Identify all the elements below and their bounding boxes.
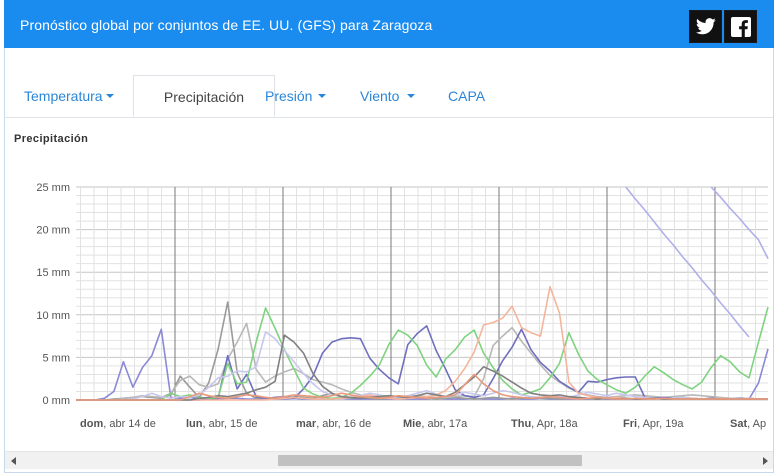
tab-viento[interactable]: Viento: [360, 75, 416, 116]
scroll-right-button[interactable]: [756, 452, 773, 469]
scroll-thumb[interactable]: [278, 455, 582, 466]
tab-presion[interactable]: Presión: [265, 75, 327, 116]
x-day-label-day: lun: [186, 418, 203, 430]
x-day-label: Fri, Apr, 19a: [623, 418, 684, 430]
caret-down-icon: [105, 94, 114, 99]
tab-label: Temperatura: [24, 88, 103, 104]
caret-down-icon: [407, 94, 416, 99]
tab-precipitacion[interactable]: Precipitación: [133, 75, 275, 117]
x-day-label-day: Mie: [403, 418, 421, 430]
chart-title: Precipitación: [14, 133, 89, 145]
y-tick-label: 25 mm: [36, 182, 70, 194]
y-tick-label: 20 mm: [36, 225, 70, 237]
y-tick-label: 0 mm: [43, 395, 71, 407]
series-line: [76, 306, 769, 401]
x-day-label-day: Thu: [511, 418, 531, 430]
facebook-button[interactable]: [724, 10, 757, 43]
tab-label: CAPA: [448, 88, 486, 104]
grid-minor: [76, 186, 768, 401]
twitter-icon: [695, 18, 716, 35]
x-day-label-day: dom: [80, 418, 103, 430]
tab-label: Precipitación: [163, 89, 245, 105]
x-axis-labels: dom, abr 14 de lun, abr, 15 de mar, abr, 1…: [80, 418, 766, 430]
tab-label: Presión: [265, 88, 313, 104]
series-group: [76, 186, 769, 401]
y-tick-label: 15 mm: [36, 267, 70, 279]
series-line: [76, 322, 768, 401]
x-day-label: Mie, abr, 17a: [403, 418, 468, 430]
x-day-label-date: , Apr, 19a: [637, 418, 684, 430]
y-tick-label: 5 mm: [43, 352, 71, 364]
x-day-label: dom, abr 14 de: [80, 418, 156, 430]
x-day-label-date: , abr, 15 de: [203, 418, 258, 430]
x-day-label-date: , abr 14 de: [103, 418, 156, 430]
x-day-label: lun, abr, 15 de: [186, 418, 258, 430]
tab-capa[interactable]: CAPA: [448, 75, 485, 116]
x-day-label-day: Fri: [623, 418, 637, 430]
series-line: [710, 186, 769, 259]
x-day-label-date: , Apr, 18a: [531, 418, 578, 430]
series-line: [76, 334, 768, 401]
tab-temperatura[interactable]: Temperatura: [24, 75, 114, 116]
header-bar: Pronóstico global por conjuntos de EE. U…: [4, 0, 774, 48]
facebook-icon: [730, 16, 751, 37]
y-tick-label: 10 mm: [36, 310, 70, 322]
series-line: [76, 325, 768, 401]
widget-frame: [4, 0, 774, 473]
twitter-button[interactable]: [689, 10, 722, 43]
grid-major: [174, 187, 716, 400]
page-title: Pronóstico global por conjuntos de EE. U…: [20, 17, 433, 33]
tab-label: Viento: [360, 88, 400, 104]
y-axis-ticks: 25 mm 20 mm 15 mm 10 mm 5 mm 0 mm: [36, 182, 70, 407]
right-arrow-icon: [762, 456, 768, 465]
x-day-label-day: mar: [296, 418, 317, 430]
series-line: [76, 373, 768, 401]
scroll-left-button[interactable]: [5, 452, 22, 469]
x-day-label: Sat, Ap: [730, 418, 766, 430]
x-day-label-date: , abr, 16 de: [316, 418, 371, 430]
x-day-label-date: , Ap: [747, 418, 766, 430]
x-day-label: mar, abr, 16 de: [296, 418, 371, 430]
tab-bar: Temperatura Precipitación Presión Viento…: [4, 75, 774, 118]
left-arrow-icon: [10, 456, 16, 465]
series-line: [625, 186, 750, 338]
x-day-label: Thu, Apr, 18a: [511, 418, 579, 430]
precipitation-chart: 25 mm 20 mm 15 mm 10 mm 5 mm 0 mm dom, abr 14…: [36, 182, 769, 430]
x-day-label-date: , abr, 17a: [421, 418, 468, 430]
caret-down-icon: [318, 94, 327, 99]
x-day-label-day: Sat: [730, 418, 747, 430]
horizontal-scrollbar[interactable]: [5, 451, 773, 469]
series-line: [76, 301, 768, 401]
